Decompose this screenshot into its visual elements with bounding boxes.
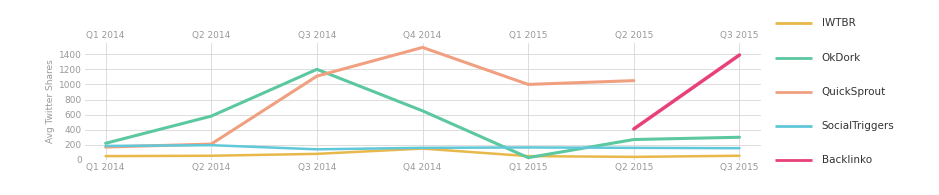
Backlinko <box>628 128 639 130</box>
Text: SocialTriggers: SocialTriggers <box>822 121 894 131</box>
OkDork <box>312 68 323 70</box>
Line: QuickSprout: QuickSprout <box>105 47 634 147</box>
IWTBR <box>100 155 112 157</box>
SocialTriggers <box>100 145 112 147</box>
IWTBR <box>417 147 428 150</box>
QuickSprout <box>522 83 533 86</box>
OkDork <box>734 136 746 138</box>
Text: QuickSprout: QuickSprout <box>822 87 885 97</box>
SocialTriggers <box>628 147 639 149</box>
QuickSprout <box>206 143 217 145</box>
IWTBR <box>628 156 639 158</box>
OkDork <box>100 142 112 144</box>
Y-axis label: Avg Twitter Shares: Avg Twitter Shares <box>46 59 54 143</box>
OkDork <box>206 115 217 117</box>
Line: Backlinko: Backlinko <box>634 55 740 129</box>
OkDork <box>628 138 639 141</box>
Text: Backlinko: Backlinko <box>822 155 871 165</box>
SocialTriggers <box>734 147 746 149</box>
QuickSprout <box>312 75 323 77</box>
Backlinko <box>734 54 746 56</box>
Line: IWTBR: IWTBR <box>105 149 740 157</box>
SocialTriggers <box>417 147 428 149</box>
SocialTriggers <box>522 146 533 149</box>
Line: OkDork: OkDork <box>105 69 740 158</box>
Line: SocialTriggers: SocialTriggers <box>105 145 740 149</box>
IWTBR <box>206 155 217 157</box>
QuickSprout <box>628 80 639 82</box>
OkDork <box>522 156 533 159</box>
QuickSprout <box>417 46 428 49</box>
IWTBR <box>312 153 323 155</box>
OkDork <box>417 110 428 112</box>
IWTBR <box>522 155 533 157</box>
SocialTriggers <box>312 148 323 151</box>
Text: OkDork: OkDork <box>822 52 861 63</box>
QuickSprout <box>100 146 112 148</box>
IWTBR <box>734 155 746 157</box>
SocialTriggers <box>206 144 217 146</box>
Text: IWTBR: IWTBR <box>822 18 855 28</box>
